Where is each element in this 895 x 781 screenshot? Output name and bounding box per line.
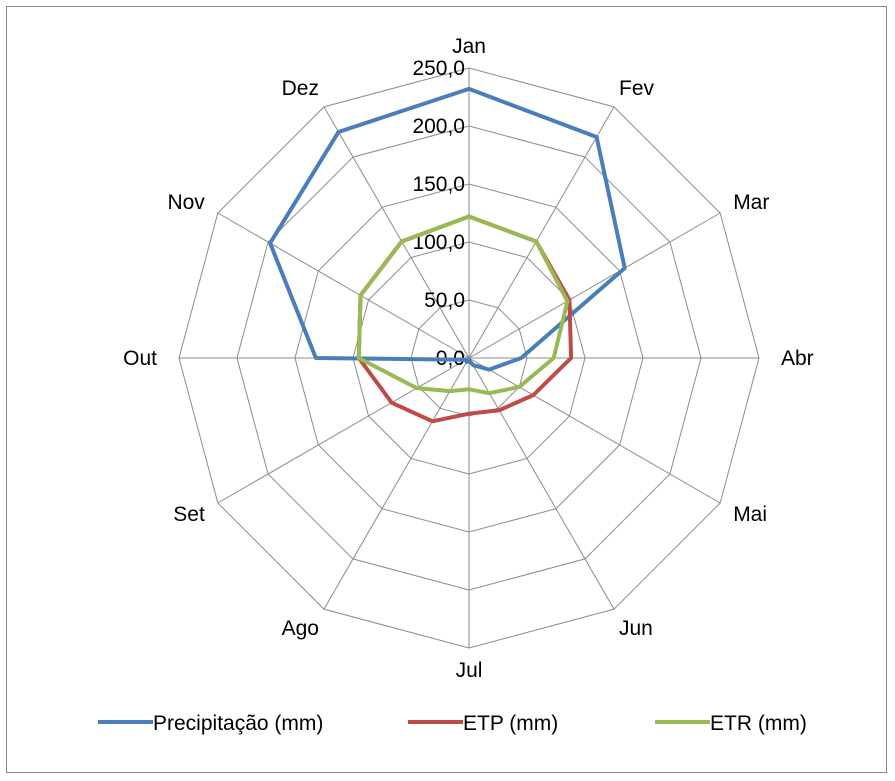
category-label-mar: Mar	[733, 191, 769, 214]
category-label-nov: Nov	[167, 191, 205, 214]
category-labels: Jan Fev Mar Abr Mai Jun Jul Ago Set Out Nov Dez	[123, 35, 814, 682]
legend-label-0: Precipitação (mm)	[153, 712, 323, 735]
tick-label: 150,0	[412, 173, 465, 196]
spoke-fev	[468, 106, 615, 359]
legend: Precipitação (mm) ETP (mm) ETR (mm)	[98, 712, 807, 735]
spoke-nov	[217, 212, 470, 359]
category-label-abr: Abr	[781, 347, 814, 370]
spoke-mai	[468, 357, 721, 504]
legend-label-1: ETP (mm)	[463, 712, 558, 735]
tick-label: 200,0	[412, 115, 465, 138]
spoke-jun	[468, 357, 615, 610]
spoke-dez	[323, 106, 470, 359]
spoke-set	[217, 357, 470, 504]
category-label-mai: Mai	[733, 503, 767, 526]
category-label-ago: Ago	[282, 617, 319, 640]
tick-label: 250,0	[412, 57, 465, 80]
category-label-jan: Jan	[452, 35, 486, 58]
series-line-0	[268, 86, 627, 372]
series-line-2	[356, 214, 570, 396]
spoke-ago	[323, 357, 470, 610]
tick-label: 100,0	[412, 231, 465, 254]
category-label-jul: Jul	[456, 659, 483, 682]
category-label-out: Out	[123, 347, 157, 370]
tick-label: 50,0	[424, 289, 465, 312]
series-lines	[268, 86, 627, 424]
legend-label-2: ETR (mm)	[710, 712, 807, 735]
category-label-jun: Jun	[619, 617, 653, 640]
spoke-mar	[468, 212, 721, 359]
category-label-set: Set	[173, 503, 205, 526]
radar-grid	[178, 67, 760, 649]
category-label-fev: Fev	[619, 77, 655, 100]
category-label-dez: Dez	[282, 77, 319, 100]
